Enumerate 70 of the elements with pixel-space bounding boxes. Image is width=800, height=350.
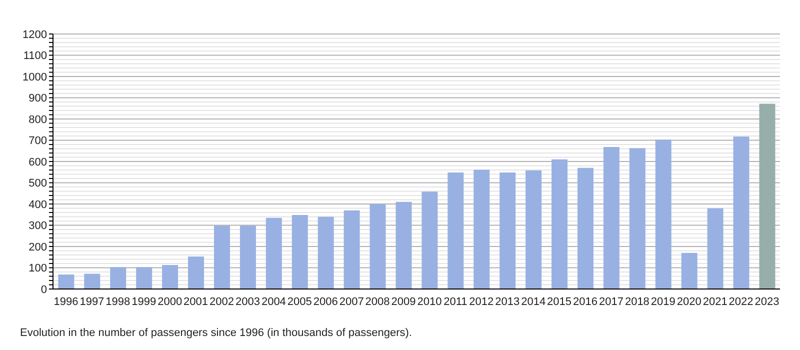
x-tick-label: 2011 <box>444 296 468 308</box>
bar <box>292 215 308 289</box>
x-tick-label: 2017 <box>598 296 624 308</box>
x-tick-label: 2002 <box>210 296 234 308</box>
bar <box>577 168 594 289</box>
x-tick-label: 2016 <box>573 296 598 308</box>
bar <box>681 252 698 289</box>
bar <box>733 136 750 289</box>
x-tick-label: 2012 <box>469 296 494 308</box>
x-tick-label: 2014 <box>521 296 546 308</box>
x-tick-label: 2004 <box>261 296 286 308</box>
y-tick-label: 700 <box>28 135 47 148</box>
bar <box>110 267 126 289</box>
bar <box>162 264 178 289</box>
bar <box>188 256 204 289</box>
x-tick-label: 2003 <box>235 296 260 308</box>
x-tick-label: 2006 <box>313 296 338 308</box>
x-tick-label: 2007 <box>339 296 364 308</box>
bar <box>422 192 438 289</box>
bar <box>526 170 542 289</box>
x-tick-label: 2023 <box>754 296 780 308</box>
x-tick-label: 1998 <box>106 296 130 308</box>
y-tick-label: 1100 <box>23 50 47 62</box>
y-tick-label: 400 <box>28 198 47 211</box>
y-tick-label: 1200 <box>22 28 47 41</box>
bar <box>214 226 230 289</box>
y-tick-label: 0 <box>40 284 47 296</box>
bar <box>344 210 360 289</box>
x-tick-label: 2018 <box>624 296 650 308</box>
y-tick-label: 900 <box>28 92 47 105</box>
x-tick-label: 2020 <box>676 296 702 308</box>
x-tick-label: 2008 <box>365 296 390 308</box>
x-tick-label: 2019 <box>650 296 676 308</box>
bar <box>370 204 386 289</box>
bar <box>707 208 724 289</box>
bar <box>84 274 100 289</box>
y-tick-label: 1000 <box>22 71 47 84</box>
x-tick-label: 2001 <box>184 296 208 308</box>
bar <box>603 147 620 289</box>
bar <box>266 218 282 289</box>
y-tick-label: 500 <box>28 178 47 190</box>
y-tick-label: 100 <box>28 262 47 275</box>
x-tick-label: 2015 <box>547 296 572 308</box>
bar <box>136 267 152 289</box>
bar <box>552 159 568 289</box>
x-tick-label: 1999 <box>132 296 156 308</box>
y-tick-label: 800 <box>28 114 47 126</box>
bar <box>759 104 776 289</box>
x-tick-label: 1997 <box>80 296 104 308</box>
x-tick-label: 2022 <box>728 296 754 308</box>
bar <box>58 274 74 289</box>
x-tick-label: 2005 <box>287 296 312 308</box>
bar <box>655 140 672 289</box>
x-tick-label: 2013 <box>495 296 520 308</box>
bar <box>318 216 334 289</box>
y-tick-label: 600 <box>28 156 47 168</box>
bar <box>448 172 464 289</box>
text: Evolution in the number of passengers since 1996 (in thousands of passengers). <box>20 327 413 339</box>
x-tick-label: 2009 <box>391 296 416 308</box>
y-tick-label: 200 <box>28 241 47 254</box>
bar <box>474 170 490 289</box>
y-tick-label: 300 <box>28 220 47 232</box>
x-tick-label: 2010 <box>417 296 442 308</box>
bar <box>629 148 646 289</box>
bar <box>396 202 412 289</box>
bar <box>240 226 256 289</box>
x-tick-label: 1996 <box>54 296 78 308</box>
x-tick-label: 2000 <box>158 296 182 308</box>
bar <box>500 172 516 289</box>
x-tick-label: 2021 <box>702 296 728 308</box>
